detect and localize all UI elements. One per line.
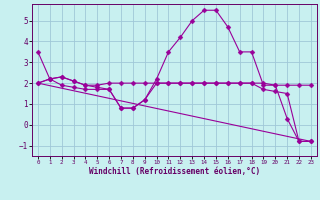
X-axis label: Windchill (Refroidissement éolien,°C): Windchill (Refroidissement éolien,°C) xyxy=(89,167,260,176)
